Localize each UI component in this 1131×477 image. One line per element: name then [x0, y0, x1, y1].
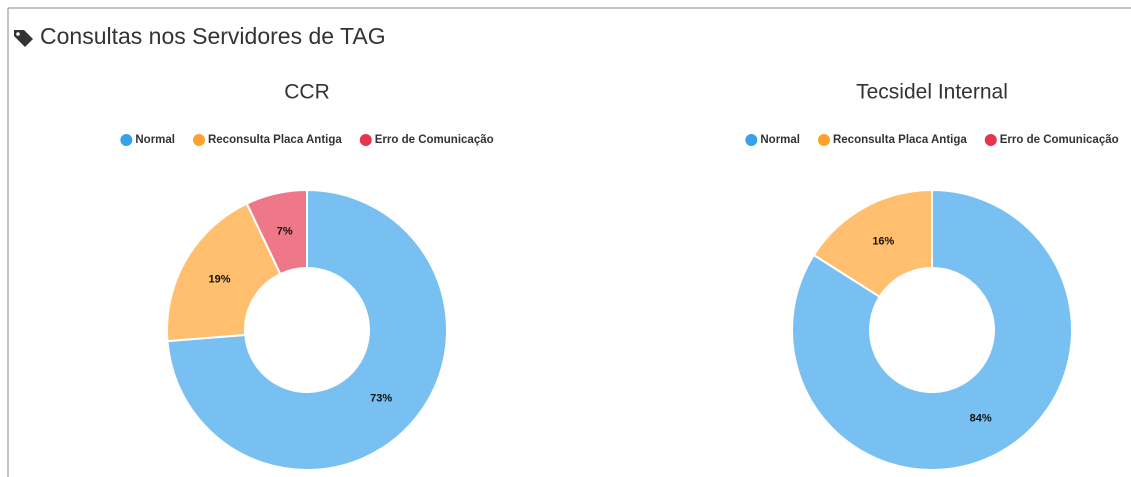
slice-label: 73% [370, 392, 392, 404]
legend-dot [745, 134, 758, 146]
legend-label: Normal [135, 134, 175, 146]
slice [812, 188, 933, 299]
legend-label: Erro de Comunicação [375, 134, 494, 146]
legend-dot [359, 134, 372, 146]
slice [245, 188, 308, 276]
slice-label: 84% [970, 412, 992, 424]
legend-label: Reconsulta Placa Antiga [208, 134, 342, 146]
legend-dot [120, 134, 133, 146]
slice [166, 188, 448, 471]
legend-label: Erro de Comunicação [1000, 134, 1119, 146]
legend-dot [984, 134, 997, 146]
legend-dot [192, 134, 205, 146]
slice [790, 188, 1073, 471]
chart-title: Tecsidel Internal [856, 81, 1008, 104]
tag-icon [14, 30, 33, 47]
slice-label: 16% [872, 235, 894, 247]
slice-label: 7% [277, 225, 293, 237]
tag-icon-hole [16, 32, 20, 36]
legend-label: Normal [760, 134, 800, 146]
slice-label: 19% [209, 273, 231, 285]
page-title: Consultas nos Servidores de TAG [40, 23, 386, 49]
slice [166, 202, 282, 343]
legend-label: Reconsulta Placa Antiga [833, 134, 967, 146]
chart-title: CCR [284, 81, 330, 104]
legend-dot [817, 134, 830, 146]
